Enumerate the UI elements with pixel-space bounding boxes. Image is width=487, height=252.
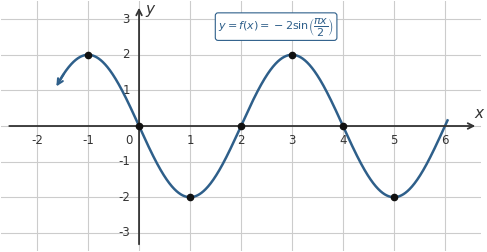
Text: $x$: $x$	[474, 106, 486, 121]
Text: -1: -1	[118, 155, 130, 168]
Text: -2: -2	[31, 134, 43, 147]
Text: -1: -1	[82, 134, 94, 147]
Text: 1: 1	[187, 134, 194, 147]
Text: -2: -2	[118, 191, 130, 204]
Text: 3: 3	[288, 134, 296, 147]
Text: 5: 5	[390, 134, 398, 147]
Text: 0: 0	[126, 134, 133, 147]
Text: $y$: $y$	[145, 3, 157, 19]
Text: 2: 2	[237, 134, 245, 147]
Text: 2: 2	[122, 48, 130, 61]
Text: 3: 3	[123, 13, 130, 26]
Text: 1: 1	[122, 84, 130, 97]
Text: -3: -3	[118, 226, 130, 239]
Text: 4: 4	[339, 134, 347, 147]
Text: $y = f(x) = -2\sin\!\left(\dfrac{\pi x}{2}\right)$: $y = f(x) = -2\sin\!\left(\dfrac{\pi x}{…	[218, 16, 334, 38]
Text: 6: 6	[441, 134, 449, 147]
